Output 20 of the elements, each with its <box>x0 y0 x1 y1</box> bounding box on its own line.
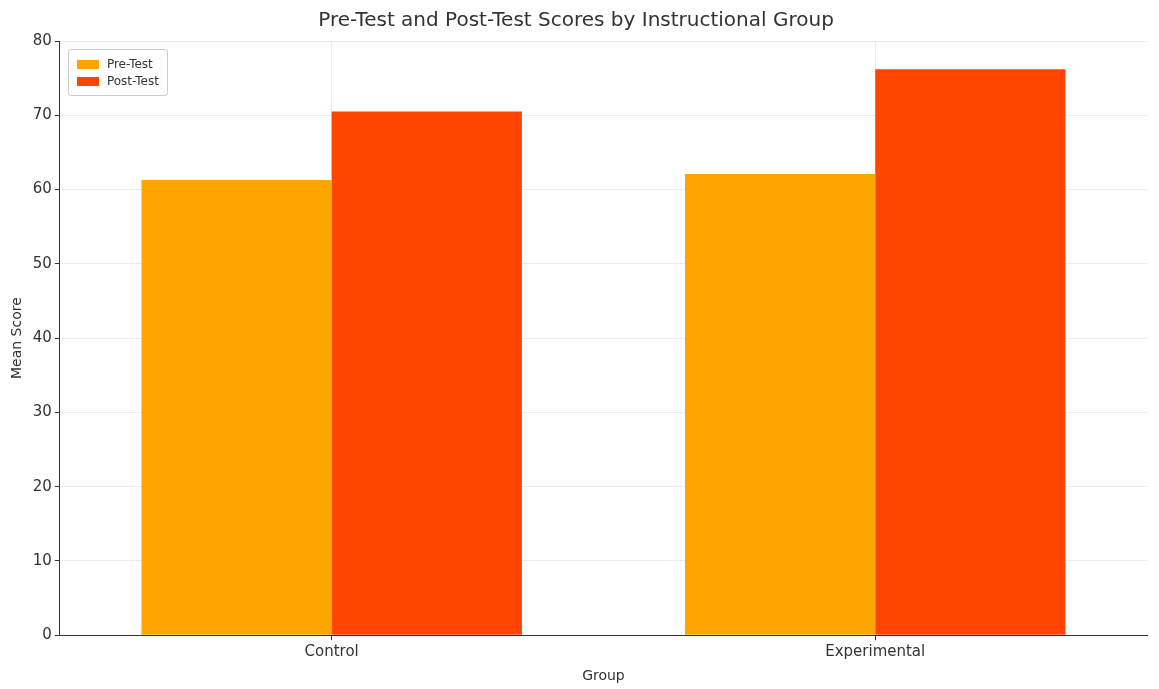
bar <box>141 179 332 635</box>
legend-label: Pre-Test <box>106 57 153 71</box>
x-axis-title: Group <box>582 667 625 684</box>
bar <box>875 69 1066 635</box>
y-tick-label: 50 <box>32 253 52 272</box>
x-tick-label: Experimental <box>825 642 926 661</box>
bar <box>331 111 522 635</box>
y-tick-label: 40 <box>32 327 52 346</box>
y-tick-label: 60 <box>32 179 52 198</box>
y-tick-label: 0 <box>42 625 52 644</box>
y-tick-label: 20 <box>32 476 52 495</box>
y-axis-title: Mean Score <box>8 297 25 380</box>
y-tick-label: 10 <box>32 550 52 569</box>
y-tick-label: 30 <box>32 402 52 421</box>
legend-label: Post-Test <box>106 74 159 88</box>
bar <box>684 173 876 635</box>
y-tick-label: 80 <box>32 30 52 49</box>
x-tick-label: Control <box>304 642 359 661</box>
chart-title: Pre-Test and Post-Test Scores by Instructional Group <box>318 7 834 32</box>
y-tick-label: 70 <box>32 105 52 124</box>
